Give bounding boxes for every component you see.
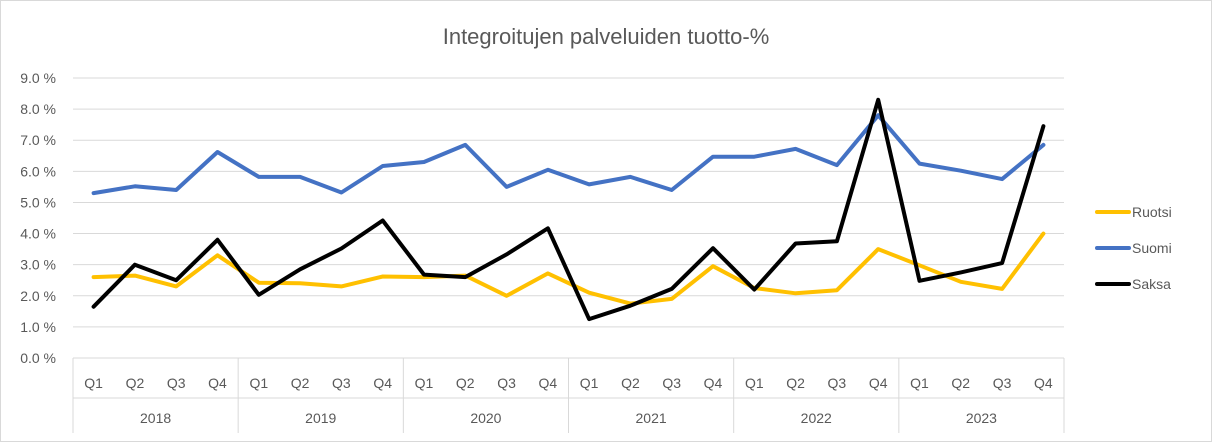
x-tick-label: Q3 [497,375,516,391]
x-tick-label: Q2 [291,375,310,391]
y-tick-label: 2.0 % [20,288,56,304]
series-line-saksa [91,97,1046,322]
y-tick-label: 5.0 % [20,194,56,210]
x-year-label: 2022 [801,410,832,426]
x-tick-label: Q1 [580,375,599,391]
x-year-label: 2018 [140,410,171,426]
series-line-ruotsi [91,231,1046,306]
gridlines [73,77,1064,359]
x-tick-label: Q4 [704,375,723,391]
legend-label-ruotsi: Ruotsi [1132,204,1172,220]
x-tick-label: Q1 [84,375,103,391]
x-tick-label: Q3 [828,375,847,391]
x-tick-label: Q4 [373,375,392,391]
y-tick-label: 1.0 % [20,319,56,335]
x-tick-label: Q4 [1034,375,1053,391]
y-axis: 0.0 % 1.0 % 2.0 % 3.0 % 4.0 % 5.0 % 6.0 % 7.0 %… [20,70,56,366]
chart-title: Integroitujen palveluiden tuotto-% [443,24,770,49]
y-tick-label: 4.0 % [20,226,56,242]
y-tick-label: 0.0 % [20,350,56,366]
x-axis: Q1 Q2 Q3 Q4 2018 Q1 Q2 Q3 Q4 2019 Q1 Q2 Q3 Q4 2020 Q1 Q2… [72,357,1065,433]
y-tick-label: 3.0 % [20,257,56,273]
legend-label-saksa: Saksa [1132,276,1171,292]
x-tick-label: Q1 [415,375,434,391]
x-tick-label: Q2 [951,375,970,391]
legend: Ruotsi Suomi Saksa [1095,204,1172,292]
x-tick-label: Q2 [456,375,475,391]
x-tick-label: Q3 [662,375,681,391]
x-year-label: 2020 [470,410,501,426]
y-tick-label: 9.0 % [20,70,56,86]
x-tick-label: Q3 [167,375,186,391]
x-tick-label: Q3 [332,375,351,391]
x-year-label: 2021 [636,410,667,426]
x-tick-label: Q4 [539,375,558,391]
x-tick-label: Q2 [126,375,145,391]
y-tick-label: 7.0 % [20,132,56,148]
series-lines [91,97,1046,322]
x-tick-label: Q1 [745,375,764,391]
y-tick-label: 8.0 % [20,101,56,117]
x-year-label: 2023 [966,410,997,426]
x-tick-label: Q1 [249,375,268,391]
legend-label-suomi: Suomi [1132,240,1172,256]
x-tick-label: Q4 [869,375,888,391]
x-tick-label: Q2 [786,375,805,391]
y-tick-label: 6.0 % [20,163,56,179]
x-year-label: 2019 [305,410,336,426]
x-tick-label: Q2 [621,375,640,391]
x-tick-label: Q3 [993,375,1012,391]
series-line-suomi [91,113,1046,196]
x-tick-label: Q4 [208,375,227,391]
x-tick-label: Q1 [910,375,929,391]
